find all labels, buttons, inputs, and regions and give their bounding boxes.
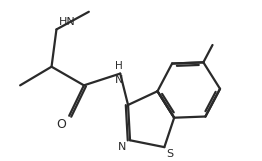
Text: H: H	[115, 61, 123, 71]
Text: N: N	[118, 142, 126, 152]
Text: S: S	[166, 149, 173, 159]
Text: O: O	[56, 118, 66, 131]
Text: N: N	[115, 75, 123, 85]
Text: HN: HN	[58, 17, 75, 28]
